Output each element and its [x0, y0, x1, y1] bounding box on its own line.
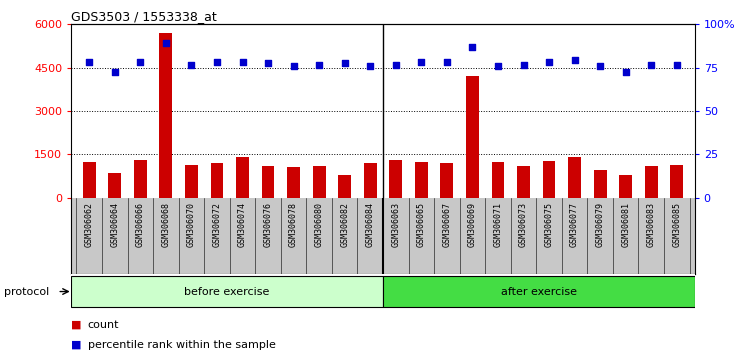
Bar	[441, 163, 454, 198]
Text: GSM306073: GSM306073	[519, 202, 528, 247]
Point	[415, 59, 427, 65]
Text: GSM306071: GSM306071	[493, 202, 502, 247]
Text: GSM306072: GSM306072	[213, 202, 222, 247]
Text: GSM306080: GSM306080	[315, 202, 324, 247]
Point	[492, 63, 504, 69]
Point	[288, 63, 300, 69]
Point	[517, 62, 529, 68]
Point	[339, 61, 351, 66]
Bar	[415, 162, 428, 198]
Point	[594, 63, 606, 69]
Bar	[517, 166, 530, 198]
Text: percentile rank within the sample: percentile rank within the sample	[88, 340, 276, 350]
Text: GSM306077: GSM306077	[570, 202, 579, 247]
Point	[262, 61, 274, 66]
Bar	[569, 157, 581, 198]
Point	[160, 40, 172, 46]
Text: GSM306066: GSM306066	[136, 202, 145, 247]
Bar	[671, 165, 683, 198]
Bar	[261, 166, 274, 198]
Text: count: count	[88, 320, 119, 330]
Point	[441, 59, 453, 65]
Text: GSM306065: GSM306065	[417, 202, 426, 247]
Point	[671, 62, 683, 68]
Text: GSM306063: GSM306063	[391, 202, 400, 247]
Text: GSM306075: GSM306075	[544, 202, 553, 247]
Point	[390, 62, 402, 68]
Point	[237, 59, 249, 65]
Point	[364, 63, 376, 69]
Text: after exercise: after exercise	[501, 286, 577, 297]
Text: before exercise: before exercise	[185, 286, 270, 297]
Bar	[543, 161, 556, 198]
Text: GSM306067: GSM306067	[442, 202, 451, 247]
Text: GSM306076: GSM306076	[264, 202, 273, 247]
Bar	[159, 33, 172, 198]
Text: GSM306068: GSM306068	[161, 202, 170, 247]
Point	[543, 59, 555, 65]
Text: GSM306074: GSM306074	[238, 202, 247, 247]
Text: ■: ■	[71, 340, 82, 350]
Bar	[620, 175, 632, 198]
Bar	[312, 166, 325, 198]
Text: GSM306085: GSM306085	[672, 202, 681, 247]
Point	[313, 62, 325, 68]
Point	[185, 62, 198, 68]
Bar	[645, 166, 658, 198]
Point	[620, 69, 632, 75]
Bar	[134, 160, 146, 198]
Bar	[185, 165, 198, 198]
Text: GSM306079: GSM306079	[596, 202, 605, 247]
Point	[134, 59, 146, 65]
Bar	[363, 163, 376, 198]
Text: GSM306081: GSM306081	[621, 202, 630, 247]
Point	[109, 69, 121, 75]
Text: GSM306078: GSM306078	[289, 202, 298, 247]
Bar	[210, 163, 223, 198]
Point	[466, 45, 478, 50]
Text: GSM306064: GSM306064	[110, 202, 119, 247]
Bar	[83, 162, 95, 198]
Text: GSM306082: GSM306082	[340, 202, 349, 247]
Text: GSM306070: GSM306070	[187, 202, 196, 247]
Bar	[108, 173, 121, 198]
Bar	[594, 170, 607, 198]
Bar	[236, 157, 249, 198]
Text: GSM306069: GSM306069	[468, 202, 477, 247]
Point	[211, 59, 223, 65]
Text: GSM306062: GSM306062	[85, 202, 94, 247]
Bar	[390, 160, 403, 198]
Bar	[287, 167, 300, 198]
Point	[569, 58, 581, 63]
Bar	[338, 175, 351, 198]
Text: protocol: protocol	[4, 286, 49, 297]
Point	[83, 59, 95, 65]
Point	[645, 62, 657, 68]
Text: ■: ■	[71, 320, 82, 330]
Bar	[466, 76, 479, 198]
Text: GSM306084: GSM306084	[366, 202, 375, 247]
Bar	[492, 162, 505, 198]
Bar	[383, 276, 695, 307]
Text: GSM306083: GSM306083	[647, 202, 656, 247]
Bar	[71, 276, 383, 307]
Text: GDS3503 / 1553338_at: GDS3503 / 1553338_at	[71, 10, 217, 23]
